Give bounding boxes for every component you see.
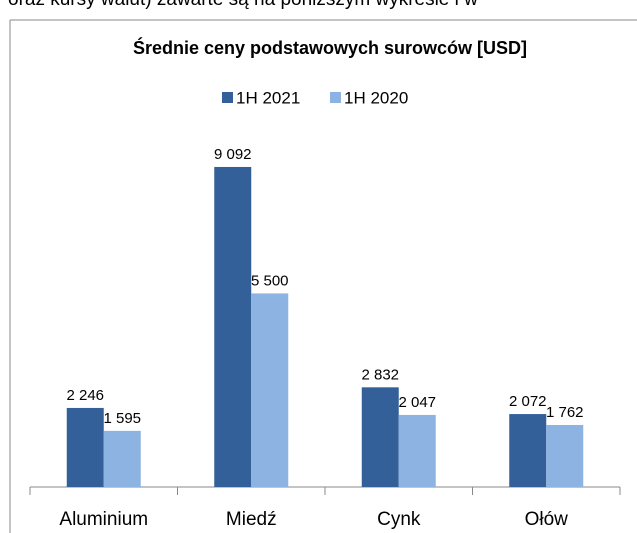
bar xyxy=(509,414,547,487)
value-label: 2 246 xyxy=(66,387,104,404)
bar xyxy=(103,430,141,487)
bar xyxy=(66,407,104,487)
value-label: 5 500 xyxy=(251,272,289,289)
x-tick-label: Cynk xyxy=(377,509,421,530)
legend-swatch xyxy=(330,92,341,103)
bar xyxy=(251,293,289,487)
bar xyxy=(398,414,436,487)
bar xyxy=(214,166,252,487)
value-label: 2 047 xyxy=(398,394,436,411)
value-label: 2 832 xyxy=(361,366,399,383)
legend-swatch xyxy=(222,92,233,103)
x-tick-label: Ołów xyxy=(525,509,569,530)
value-label: 1 595 xyxy=(103,410,141,427)
value-label: 2 072 xyxy=(509,393,547,410)
bar xyxy=(546,424,584,487)
chart-title: Średnie ceny podstawowych surowców [USD] xyxy=(132,38,528,58)
x-tick-label: Miedź xyxy=(226,509,277,530)
value-label: 1 762 xyxy=(546,404,584,421)
legend-label: 1H 2021 xyxy=(236,88,300,107)
legend-label: 1H 2020 xyxy=(344,88,408,107)
x-tick-label: Aluminium xyxy=(59,509,148,530)
value-label: 9 092 xyxy=(214,146,252,163)
bar xyxy=(361,387,399,487)
document-text: oraz kursy walut) zawarte są na poniższy… xyxy=(8,0,478,11)
